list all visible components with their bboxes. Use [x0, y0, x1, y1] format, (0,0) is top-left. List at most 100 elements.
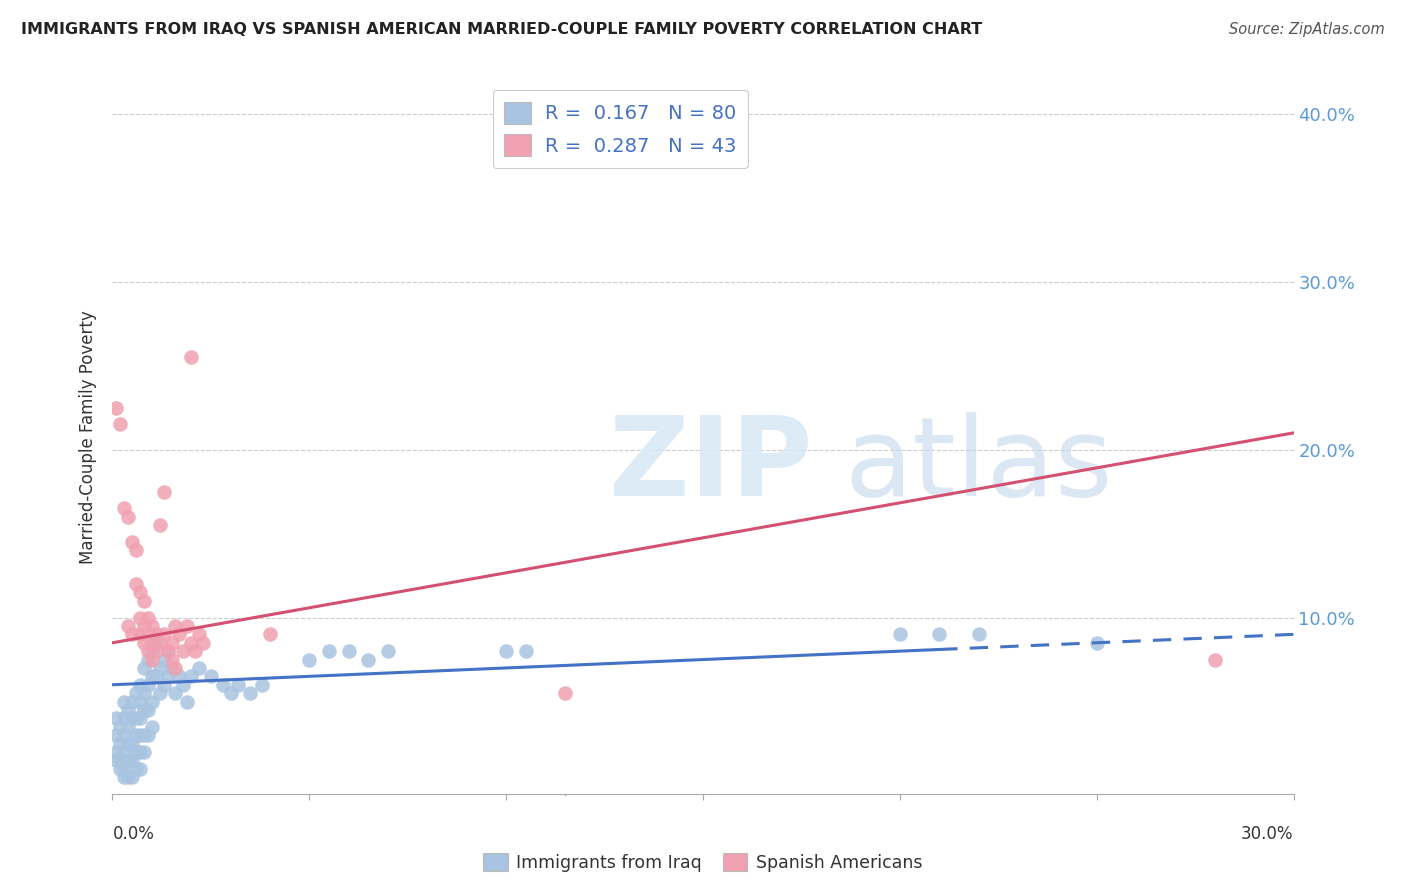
Point [110, 737, 132, 751]
Point [1204, 652, 1226, 666]
Point [165, 661, 187, 675]
Point [357, 652, 380, 666]
Point [176, 619, 198, 633]
Point [112, 711, 135, 725]
Point [129, 711, 152, 725]
Point [132, 686, 155, 700]
Point [125, 577, 148, 591]
Point [156, 644, 179, 658]
Point [110, 720, 132, 734]
Point [141, 652, 163, 666]
Point [495, 644, 517, 658]
Point [129, 694, 152, 708]
Point [149, 686, 172, 700]
Point [172, 678, 194, 692]
Point [125, 686, 148, 700]
Point [318, 644, 340, 658]
Point [112, 694, 135, 708]
Point [112, 501, 135, 516]
Point [121, 535, 143, 549]
Point [160, 661, 183, 675]
Point [160, 636, 183, 650]
Point [156, 669, 179, 683]
Text: 30.0%: 30.0% [1241, 825, 1294, 843]
Point [121, 711, 143, 725]
Point [377, 644, 399, 658]
Point [141, 669, 163, 683]
Point [112, 745, 135, 759]
Point [141, 644, 163, 658]
Point [156, 644, 179, 658]
Point [105, 401, 128, 415]
Point [136, 678, 159, 692]
Point [145, 644, 167, 658]
Point [136, 644, 159, 658]
Point [136, 627, 159, 641]
Point [125, 711, 148, 725]
Point [967, 627, 990, 641]
Point [149, 636, 172, 650]
Point [105, 745, 128, 759]
Point [889, 627, 911, 641]
Point [129, 610, 152, 624]
Point [132, 594, 155, 608]
Point [149, 661, 172, 675]
Text: Source: ZipAtlas.com: Source: ZipAtlas.com [1229, 22, 1385, 37]
Point [129, 762, 152, 776]
Point [132, 636, 155, 650]
Point [141, 694, 163, 708]
Point [129, 745, 152, 759]
Point [169, 669, 191, 683]
Point [132, 703, 155, 717]
Point [129, 627, 152, 641]
Point [200, 669, 222, 683]
Text: ZIP: ZIP [609, 412, 811, 519]
Point [112, 728, 135, 742]
Point [928, 627, 950, 641]
Point [152, 652, 174, 666]
Point [121, 627, 143, 641]
Point [141, 720, 163, 734]
Point [211, 678, 233, 692]
Point [180, 636, 202, 650]
Point [117, 753, 139, 767]
Point [136, 652, 159, 666]
Point [298, 652, 321, 666]
Point [117, 509, 139, 524]
Point [165, 619, 187, 633]
Point [112, 762, 135, 776]
Point [129, 585, 152, 599]
Point [117, 737, 139, 751]
Point [169, 627, 191, 641]
Point [132, 728, 155, 742]
Point [152, 484, 174, 499]
Point [129, 678, 152, 692]
Point [145, 636, 167, 650]
Point [337, 644, 360, 658]
Point [141, 619, 163, 633]
Text: 0.0%: 0.0% [112, 825, 155, 843]
Point [188, 627, 211, 641]
Point [121, 737, 143, 751]
Point [105, 711, 128, 725]
Point [110, 417, 132, 432]
Point [250, 678, 273, 692]
Point [121, 770, 143, 784]
Point [228, 678, 250, 692]
Point [117, 770, 139, 784]
Point [176, 694, 198, 708]
Point [160, 652, 183, 666]
Point [105, 753, 128, 767]
Point [554, 686, 576, 700]
Point [172, 644, 194, 658]
Point [110, 753, 132, 767]
Point [180, 669, 202, 683]
Point [1085, 636, 1108, 650]
Point [125, 762, 148, 776]
Point [105, 728, 128, 742]
Point [149, 518, 172, 533]
Point [117, 619, 139, 633]
Point [132, 745, 155, 759]
Point [515, 644, 537, 658]
Text: atlas: atlas [845, 412, 1114, 519]
